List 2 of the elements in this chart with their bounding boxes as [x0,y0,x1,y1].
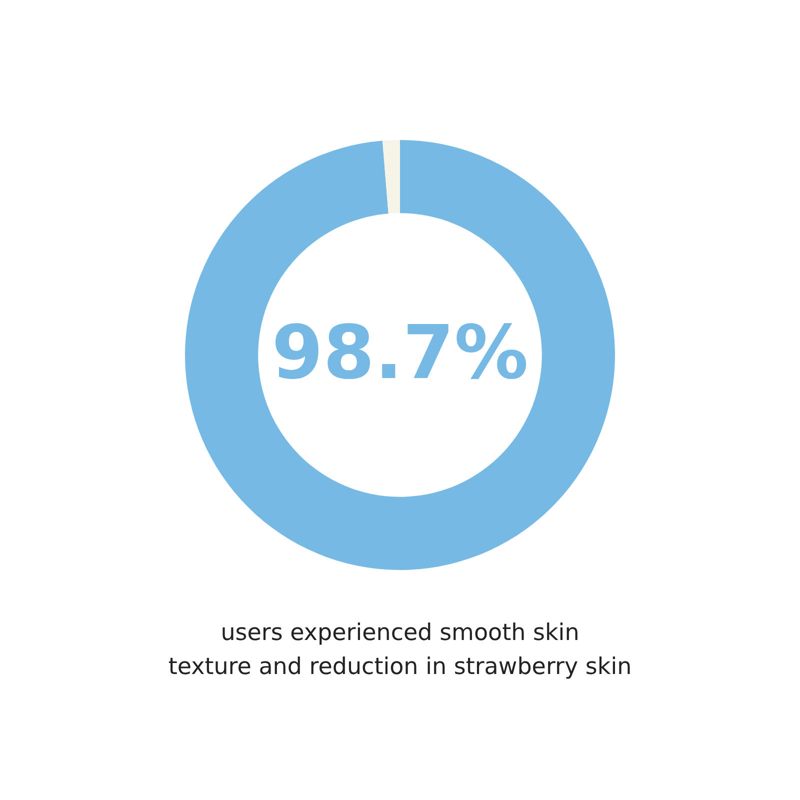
data-label: 98.7% [272,310,528,396]
text: users experienced smooth skin texture and reduction in strawberry skin [167,619,633,682]
